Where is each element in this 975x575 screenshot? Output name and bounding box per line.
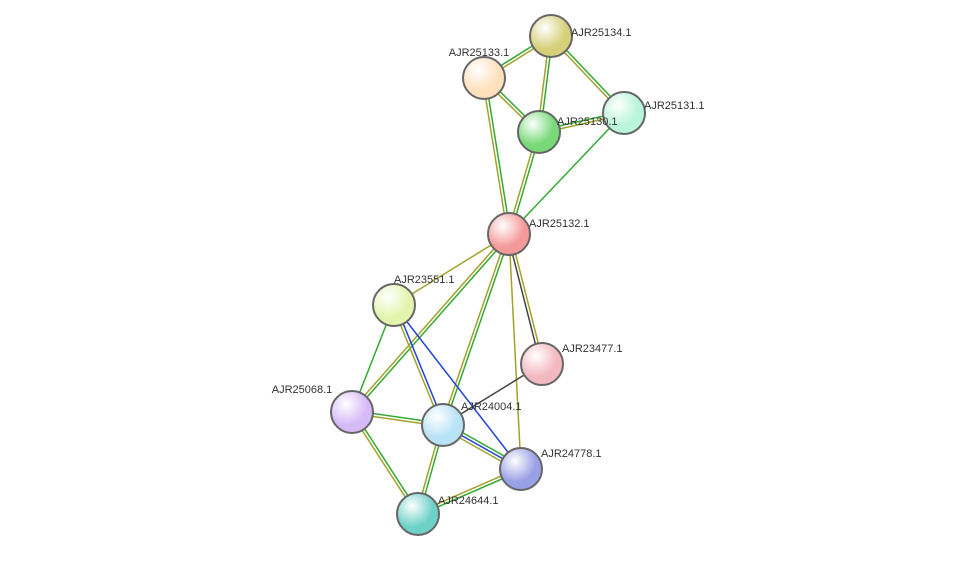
node-AJR23477[interactable] <box>520 342 564 386</box>
node-AJR25134[interactable] <box>529 14 573 58</box>
edge <box>485 78 510 234</box>
edge <box>444 234 510 425</box>
node-AJR23551[interactable] <box>372 283 416 327</box>
edge <box>442 234 508 425</box>
node-AJR24778[interactable] <box>499 447 543 491</box>
node-AJR25130[interactable] <box>517 110 561 154</box>
node-AJR25068[interactable] <box>330 390 374 434</box>
node-AJR25133[interactable] <box>462 56 506 100</box>
edge <box>353 235 510 413</box>
edge <box>351 233 508 411</box>
network-canvas: AJR25134.1AJR25133.1AJR25131.1AJR25130.1… <box>0 0 975 575</box>
edge <box>483 78 508 234</box>
node-AJR24004[interactable] <box>421 403 465 447</box>
node-AJR24644[interactable] <box>396 492 440 536</box>
edge <box>394 305 521 469</box>
node-AJR25132[interactable] <box>487 212 531 256</box>
node-AJR25131[interactable] <box>602 91 646 135</box>
